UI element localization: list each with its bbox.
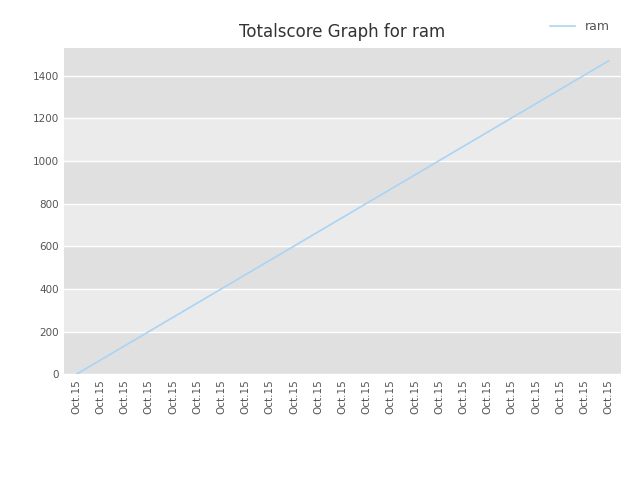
ram bbox=[314, 229, 322, 235]
ram bbox=[435, 158, 443, 164]
ram bbox=[556, 86, 564, 92]
Bar bbox=[64, 119, 621, 161]
ram bbox=[145, 329, 152, 335]
Bar bbox=[64, 246, 621, 289]
Bar bbox=[64, 289, 621, 332]
Bar bbox=[64, 48, 621, 76]
ram bbox=[72, 372, 80, 377]
ram bbox=[121, 343, 129, 349]
ram bbox=[169, 314, 177, 320]
ram bbox=[266, 257, 274, 263]
ram bbox=[193, 300, 201, 306]
ram bbox=[460, 144, 467, 149]
ram bbox=[242, 272, 250, 277]
ram bbox=[484, 129, 492, 135]
Bar bbox=[64, 204, 621, 246]
Bar bbox=[64, 76, 621, 119]
ram bbox=[605, 58, 612, 64]
Bar bbox=[64, 332, 621, 374]
ram bbox=[532, 101, 540, 107]
ram bbox=[508, 115, 516, 120]
ram bbox=[339, 215, 346, 220]
ram bbox=[218, 286, 225, 292]
ram bbox=[290, 243, 298, 249]
ram bbox=[411, 172, 419, 178]
ram bbox=[363, 201, 371, 206]
Bar bbox=[64, 48, 621, 76]
Title: Totalscore Graph for ram: Totalscore Graph for ram bbox=[239, 23, 445, 41]
ram bbox=[580, 72, 588, 78]
ram bbox=[97, 357, 104, 363]
Legend: ram: ram bbox=[545, 15, 614, 38]
Line: ram: ram bbox=[76, 61, 609, 374]
ram bbox=[387, 186, 395, 192]
Bar bbox=[64, 161, 621, 204]
